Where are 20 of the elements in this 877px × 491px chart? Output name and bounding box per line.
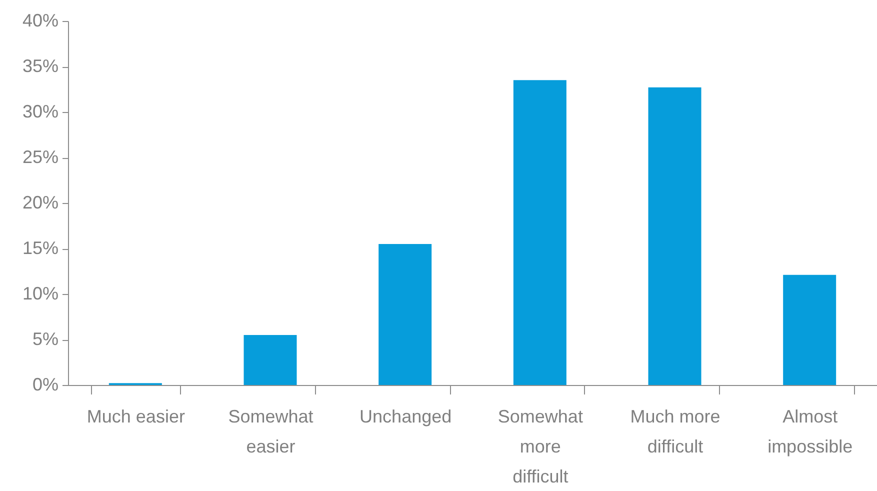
x-tick-label: Somewhat more difficult: [498, 406, 583, 486]
x-tick-label: Much more difficult: [630, 406, 720, 456]
bar: [648, 87, 702, 385]
y-tick-label: 20%: [22, 192, 58, 212]
y-tick-label: 5%: [32, 329, 58, 349]
y-tick-label: 25%: [22, 147, 58, 167]
y-tick-label: 0%: [32, 374, 58, 394]
bar: [378, 244, 432, 385]
x-tick-label: Unchanged: [360, 406, 452, 426]
y-tick-label: 15%: [22, 238, 58, 258]
y-tick-label: 35%: [22, 56, 58, 76]
y-tick-label: 10%: [22, 284, 58, 304]
x-tick-label: Much easier: [86, 406, 185, 426]
bar: [783, 274, 836, 385]
x-tick-label: Almost impossible: [768, 406, 853, 456]
y-tick-label: 40%: [22, 10, 58, 30]
bar: [244, 334, 297, 385]
x-tick-label: Somewhat easier: [228, 406, 314, 456]
bar: [513, 80, 566, 385]
y-tick-label: 30%: [22, 102, 58, 122]
